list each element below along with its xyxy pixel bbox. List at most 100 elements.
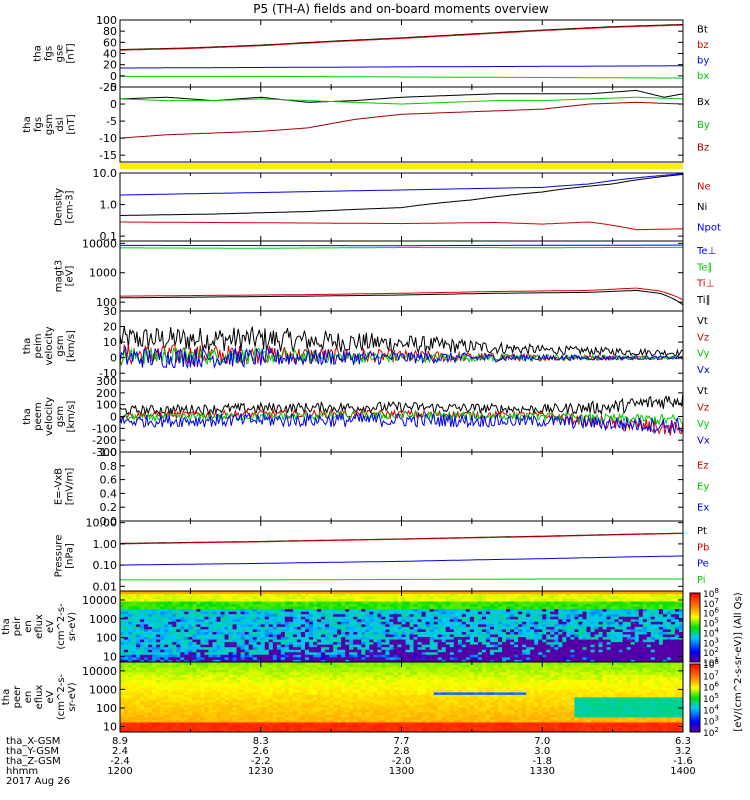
heatmap-cell bbox=[236, 603, 242, 607]
heatmap-cell bbox=[586, 634, 591, 638]
heatmap-cell bbox=[276, 659, 282, 663]
heatmap-cell bbox=[461, 601, 467, 605]
heatmap-cell bbox=[168, 697, 173, 700]
heatmap-cell bbox=[313, 644, 318, 648]
heatmap-cell bbox=[502, 651, 507, 655]
heatmap-cell bbox=[160, 611, 165, 615]
heatmap-cell bbox=[168, 611, 173, 615]
heatmap-cell bbox=[489, 598, 495, 602]
heatmap-cell bbox=[514, 618, 519, 622]
heatmap-cell bbox=[216, 707, 221, 710]
heatmap-cell bbox=[341, 636, 346, 640]
heatmap-cell bbox=[473, 623, 479, 627]
heatmap-cell bbox=[489, 631, 495, 635]
heatmap-cell bbox=[453, 591, 459, 594]
heatmap-cell bbox=[666, 659, 672, 663]
heatmap-cell bbox=[445, 606, 451, 610]
heatmap-cell bbox=[128, 659, 133, 663]
heatmap-cell bbox=[409, 591, 414, 594]
heatmap-cell bbox=[188, 636, 193, 640]
heatmap-cell bbox=[670, 603, 676, 607]
heatmap-cell bbox=[188, 717, 193, 720]
heatmap-cell bbox=[240, 634, 246, 638]
heatmap-cell bbox=[401, 606, 406, 610]
heatmap-cell bbox=[284, 616, 290, 620]
heatmap-cell bbox=[473, 639, 479, 643]
heatmap-cell bbox=[144, 707, 149, 710]
heatmap-cell bbox=[188, 621, 193, 625]
heatmap-cell bbox=[389, 654, 394, 658]
heatmap-cell bbox=[172, 677, 177, 680]
heatmap-cell bbox=[337, 616, 342, 620]
heatmap-cell bbox=[333, 616, 338, 620]
heatmap-cell bbox=[642, 606, 648, 610]
heatmap-cell bbox=[216, 651, 221, 655]
heatmap-cell bbox=[570, 616, 575, 620]
heatmap-cell bbox=[220, 717, 225, 720]
heatmap-cell bbox=[602, 659, 607, 663]
heatmap-cell bbox=[140, 707, 145, 710]
heatmap-cell bbox=[236, 651, 242, 655]
heatmap-cell bbox=[184, 712, 189, 715]
heatmap-cell bbox=[662, 651, 668, 655]
heatmap-cell bbox=[168, 679, 173, 683]
heatmap-cell bbox=[220, 596, 225, 600]
heatmap-cell bbox=[646, 636, 652, 640]
heatmap-cell bbox=[200, 682, 205, 685]
heatmap-cell bbox=[522, 596, 527, 600]
heatmap-cell bbox=[606, 654, 612, 658]
heatmap-cell bbox=[618, 641, 624, 645]
heatmap-cell bbox=[309, 601, 314, 605]
heatmap-cell bbox=[337, 646, 342, 650]
heatmap-cell bbox=[361, 654, 366, 658]
heatmap-cell bbox=[385, 608, 390, 612]
heatmap-cell bbox=[361, 644, 366, 648]
heatmap-cell bbox=[369, 644, 374, 648]
heatmap-cell bbox=[220, 712, 225, 715]
heatmap-cell bbox=[256, 634, 262, 638]
heatmap-cell bbox=[526, 649, 531, 653]
heatmap-cell bbox=[546, 641, 551, 645]
heatmap-cell bbox=[534, 634, 539, 638]
heatmap-cell bbox=[272, 613, 278, 617]
heatmap-cell bbox=[385, 626, 390, 630]
heatmap-cell bbox=[417, 618, 423, 622]
heatmap-cell bbox=[337, 636, 342, 640]
heatmap-cell bbox=[248, 639, 254, 643]
heatmap-cell bbox=[558, 639, 563, 643]
heatmap-cell bbox=[313, 641, 318, 645]
heatmap-cell bbox=[373, 654, 378, 658]
heatmap-cell bbox=[465, 618, 471, 622]
heatmap-cell bbox=[393, 613, 398, 617]
heatmap-cell bbox=[373, 606, 378, 610]
heatmap-cell bbox=[128, 677, 133, 680]
heatmap-cell bbox=[514, 616, 519, 620]
heatmap-cell bbox=[385, 654, 390, 658]
heatmap-cell bbox=[538, 656, 543, 660]
heatmap-cell bbox=[180, 608, 185, 612]
heatmap-cell bbox=[538, 596, 543, 600]
heatmap-cell bbox=[156, 679, 161, 683]
heatmap-cell bbox=[228, 651, 233, 655]
heatmap-cell bbox=[441, 636, 447, 640]
heatmap-cell bbox=[610, 631, 616, 635]
heatmap-cell bbox=[542, 613, 547, 617]
heatmap-cell bbox=[309, 631, 314, 635]
heatmap-cell bbox=[329, 603, 334, 607]
heatmap-cell bbox=[188, 714, 193, 718]
heatmap-cell bbox=[429, 596, 435, 600]
heatmap-cell bbox=[144, 717, 149, 720]
heatmap-cell bbox=[421, 644, 427, 648]
heatmap-cell bbox=[168, 618, 173, 622]
heatmap-cell bbox=[622, 641, 628, 645]
heatmap-cell bbox=[180, 621, 185, 625]
heatmap-cell bbox=[485, 626, 491, 630]
heatmap-cell bbox=[614, 593, 620, 597]
heatmap-cell bbox=[152, 641, 157, 645]
heatmap-cell bbox=[309, 629, 314, 632]
heatmap-cell bbox=[204, 672, 209, 675]
heatmap-cell bbox=[477, 629, 483, 632]
heatmap-cell bbox=[212, 704, 217, 708]
heatmap-cell bbox=[518, 631, 523, 635]
heatmap-cell bbox=[144, 656, 149, 660]
